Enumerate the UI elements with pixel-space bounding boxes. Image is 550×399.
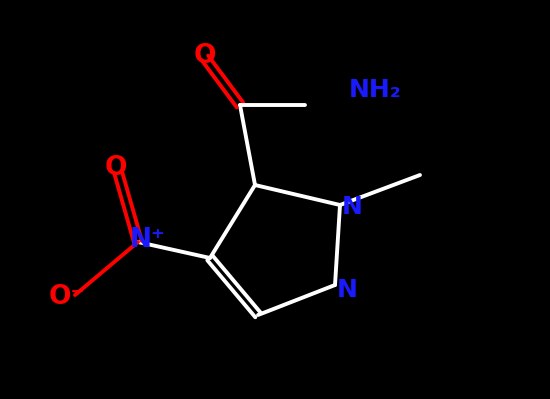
Text: N⁺: N⁺ bbox=[130, 227, 166, 253]
Text: O⁻: O⁻ bbox=[49, 284, 85, 310]
Text: N: N bbox=[342, 195, 362, 219]
Text: O: O bbox=[104, 155, 127, 181]
Text: N: N bbox=[337, 278, 358, 302]
Text: O: O bbox=[194, 43, 216, 69]
Text: NH₂: NH₂ bbox=[349, 78, 402, 102]
